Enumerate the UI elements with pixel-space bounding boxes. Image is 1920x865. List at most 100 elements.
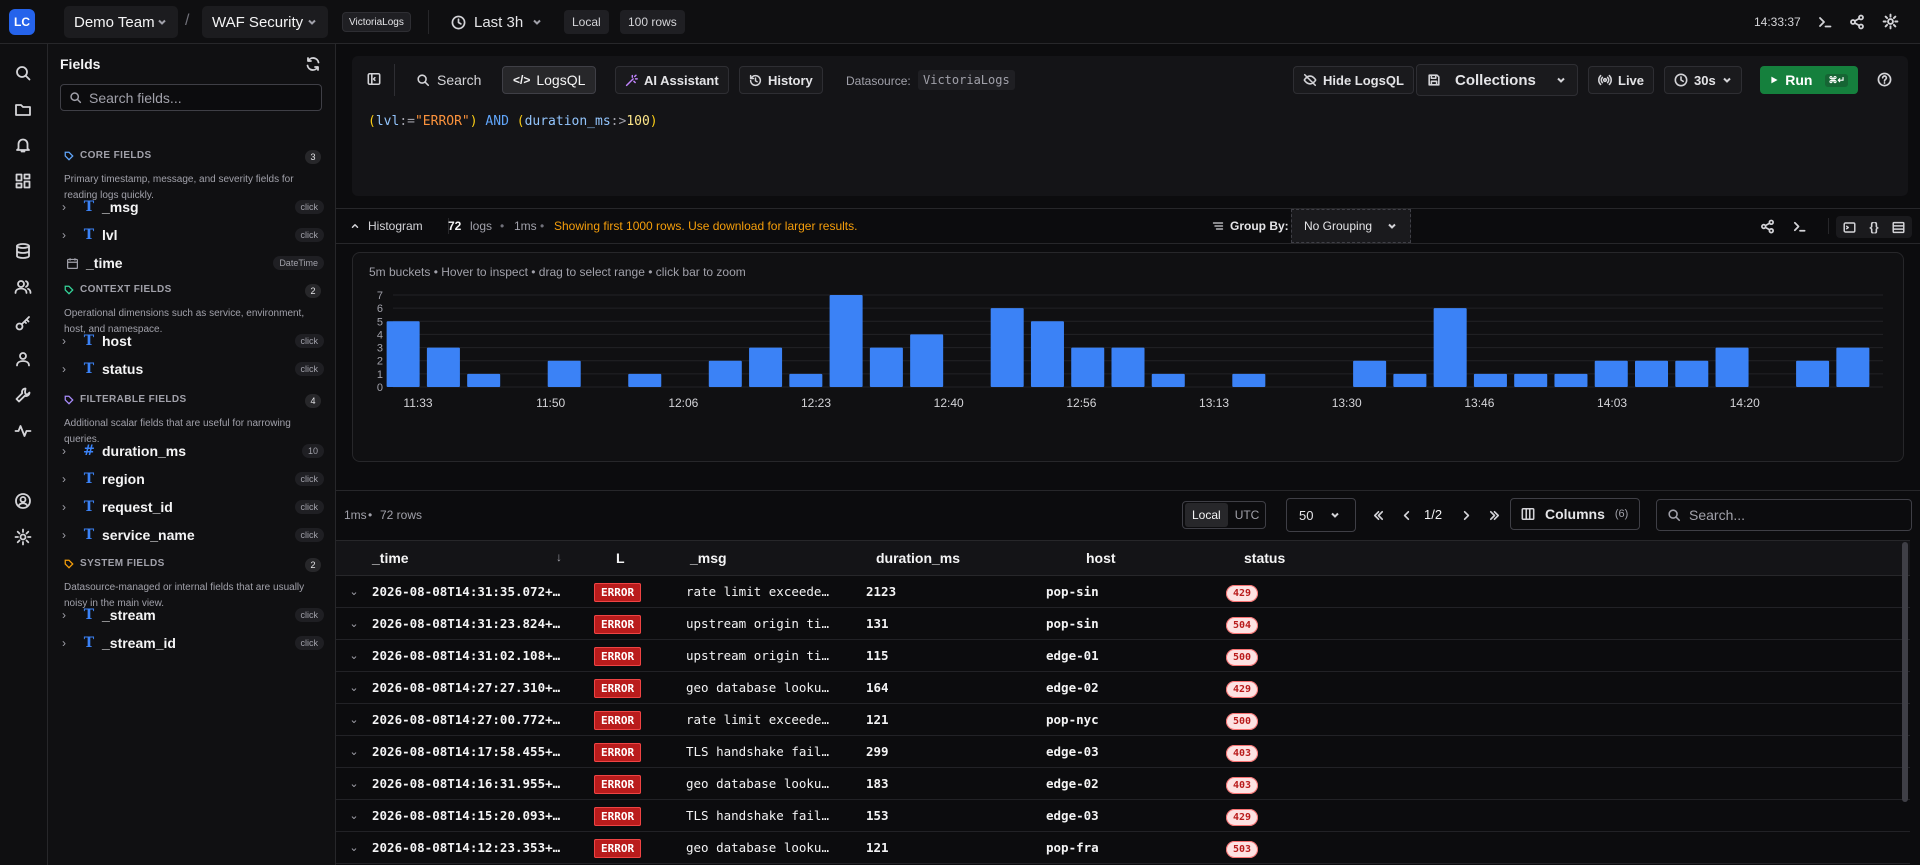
team-selector[interactable]: Demo Team (64, 6, 178, 38)
histogram-bar[interactable] (829, 295, 863, 387)
histogram-toggle[interactable]: Histogram (350, 219, 423, 233)
first-page-icon[interactable] (1372, 509, 1385, 522)
table-row[interactable]: ⌄ 2026-08-08T14:27:00.772+… ERROR rate limi… (336, 704, 1910, 736)
table-scrollbar[interactable] (1902, 542, 1908, 802)
column-header-level[interactable]: L (616, 550, 625, 566)
key-icon[interactable] (14, 314, 32, 332)
chevron-right-icon[interactable]: › (62, 528, 66, 542)
chevron-right-icon[interactable]: › (62, 444, 66, 458)
row-limit-pill[interactable]: 100 rows (620, 10, 685, 34)
last-page-icon[interactable] (1488, 509, 1501, 522)
chevron-right-icon[interactable]: › (62, 228, 66, 242)
row-expand-icon[interactable]: ⌄ (349, 682, 359, 694)
histogram-bar[interactable] (1594, 360, 1628, 387)
page-size-select[interactable]: 50 (1286, 498, 1356, 532)
tab-search[interactable]: Search (407, 66, 490, 94)
table-row[interactable]: ⌄ 2026-08-08T14:31:23.824+… ERROR upstream … (336, 608, 1910, 640)
chevron-right-icon[interactable]: › (62, 334, 66, 348)
histogram-bar[interactable] (1635, 360, 1669, 387)
histogram-bar[interactable] (1514, 373, 1548, 387)
histogram-bar[interactable] (1393, 373, 1427, 387)
row-expand-icon[interactable]: ⌄ (349, 714, 359, 726)
refresh-interval-dropdown[interactable]: 30s (1664, 66, 1742, 94)
field-item[interactable]: › # duration_ms 10 (60, 438, 326, 464)
hide-logsql-button[interactable]: Hide LogsQL (1293, 66, 1414, 94)
histogram-bar[interactable] (789, 373, 823, 387)
query-text[interactable]: (lvl:="ERROR") AND (duration_ms:>100) (368, 114, 658, 129)
field-item[interactable]: › T _stream click (60, 602, 326, 628)
app-logo[interactable]: LC (9, 9, 35, 35)
histogram-bar[interactable] (1836, 347, 1870, 387)
sidebar-toggle-icon[interactable] (367, 72, 381, 86)
chevron-right-icon[interactable]: › (62, 608, 66, 622)
field-search-input[interactable]: Search fields... (60, 84, 322, 111)
json-view-icon[interactable]: {} (1869, 220, 1879, 234)
group-by-dropdown[interactable]: No Grouping (1291, 209, 1411, 243)
account-icon[interactable] (14, 492, 32, 510)
table-view-icon[interactable] (1892, 221, 1905, 234)
histogram-bar[interactable] (426, 347, 460, 387)
histogram-bar[interactable] (628, 373, 662, 387)
field-item[interactable]: › T _msg click (60, 194, 326, 220)
collections-dropdown[interactable]: Collections (1416, 64, 1578, 96)
wrench-icon[interactable] (14, 386, 32, 404)
histogram-bar[interactable] (1353, 360, 1387, 387)
search-icon[interactable] (14, 64, 32, 82)
histogram-bar[interactable] (1071, 347, 1105, 387)
time-range-picker[interactable]: Last 3h (451, 8, 543, 36)
histogram-bar[interactable] (547, 360, 581, 387)
table-row[interactable]: ⌄ 2026-08-08T14:15:20.093+… ERROR TLS hands… (336, 800, 1910, 832)
chevron-right-icon[interactable]: › (62, 362, 66, 376)
row-expand-icon[interactable]: ⌄ (349, 810, 359, 822)
table-search-input[interactable]: Search... (1656, 499, 1912, 531)
share-icon[interactable] (1849, 14, 1865, 30)
histogram-bar[interactable] (1433, 308, 1467, 387)
column-header-host[interactable]: host (1086, 550, 1116, 566)
users-icon[interactable] (14, 278, 32, 296)
table-row[interactable]: ⌄ 2026-08-08T14:12:23.353+… ERROR geo datab… (336, 832, 1910, 864)
histogram-bar[interactable] (990, 308, 1024, 387)
activity-icon[interactable] (14, 422, 32, 440)
histogram-bar[interactable] (467, 373, 501, 387)
terminal-icon[interactable] (1792, 219, 1807, 234)
row-expand-icon[interactable]: ⌄ (349, 842, 359, 854)
database-icon[interactable] (14, 242, 32, 260)
next-page-icon[interactable] (1460, 509, 1473, 522)
table-row[interactable]: ⌄ 2026-08-08T14:16:31.955+… ERROR geo datab… (336, 768, 1910, 800)
histogram-bar[interactable] (708, 360, 742, 387)
sort-desc-icon[interactable]: ↓ (556, 550, 562, 564)
table-row[interactable]: ⌄ 2026-08-08T14:31:02.108+… ERROR upstream … (336, 640, 1910, 672)
column-header-status[interactable]: status (1244, 550, 1286, 566)
live-button[interactable]: Live (1588, 66, 1655, 94)
histogram-bar[interactable] (1151, 373, 1185, 387)
column-header-time[interactable]: _time ↓ (372, 550, 586, 566)
team-icon[interactable] (14, 350, 32, 368)
table-row[interactable]: ⌄ 2026-08-08T14:17:58.455+… ERROR TLS hands… (336, 736, 1910, 768)
field-item[interactable]: › T _stream_id click (60, 630, 326, 656)
gear-icon[interactable] (1882, 13, 1899, 30)
columns-button[interactable]: Columns (6) (1510, 498, 1640, 530)
histogram-bar[interactable] (749, 347, 783, 387)
help-icon[interactable] (1877, 72, 1892, 87)
histogram-bar[interactable] (1554, 373, 1588, 387)
console-view-icon[interactable] (1843, 221, 1856, 234)
row-expand-icon[interactable]: ⌄ (349, 618, 359, 630)
run-button[interactable]: Run ⌘↵ (1760, 66, 1858, 94)
prev-page-icon[interactable] (1400, 509, 1413, 522)
tab-logsql[interactable]: </> LogsQL (502, 66, 597, 94)
terminal-icon[interactable] (1817, 14, 1833, 30)
column-header-duration[interactable]: duration_ms (876, 550, 961, 566)
row-expand-icon[interactable]: ⌄ (349, 650, 359, 662)
bell-icon[interactable] (14, 136, 32, 154)
project-selector[interactable]: WAF Security (202, 6, 328, 38)
chevron-right-icon[interactable]: › (62, 200, 66, 214)
histogram-bar[interactable] (1111, 347, 1145, 387)
settings-icon[interactable] (14, 528, 32, 546)
refresh-icon[interactable] (305, 56, 321, 72)
